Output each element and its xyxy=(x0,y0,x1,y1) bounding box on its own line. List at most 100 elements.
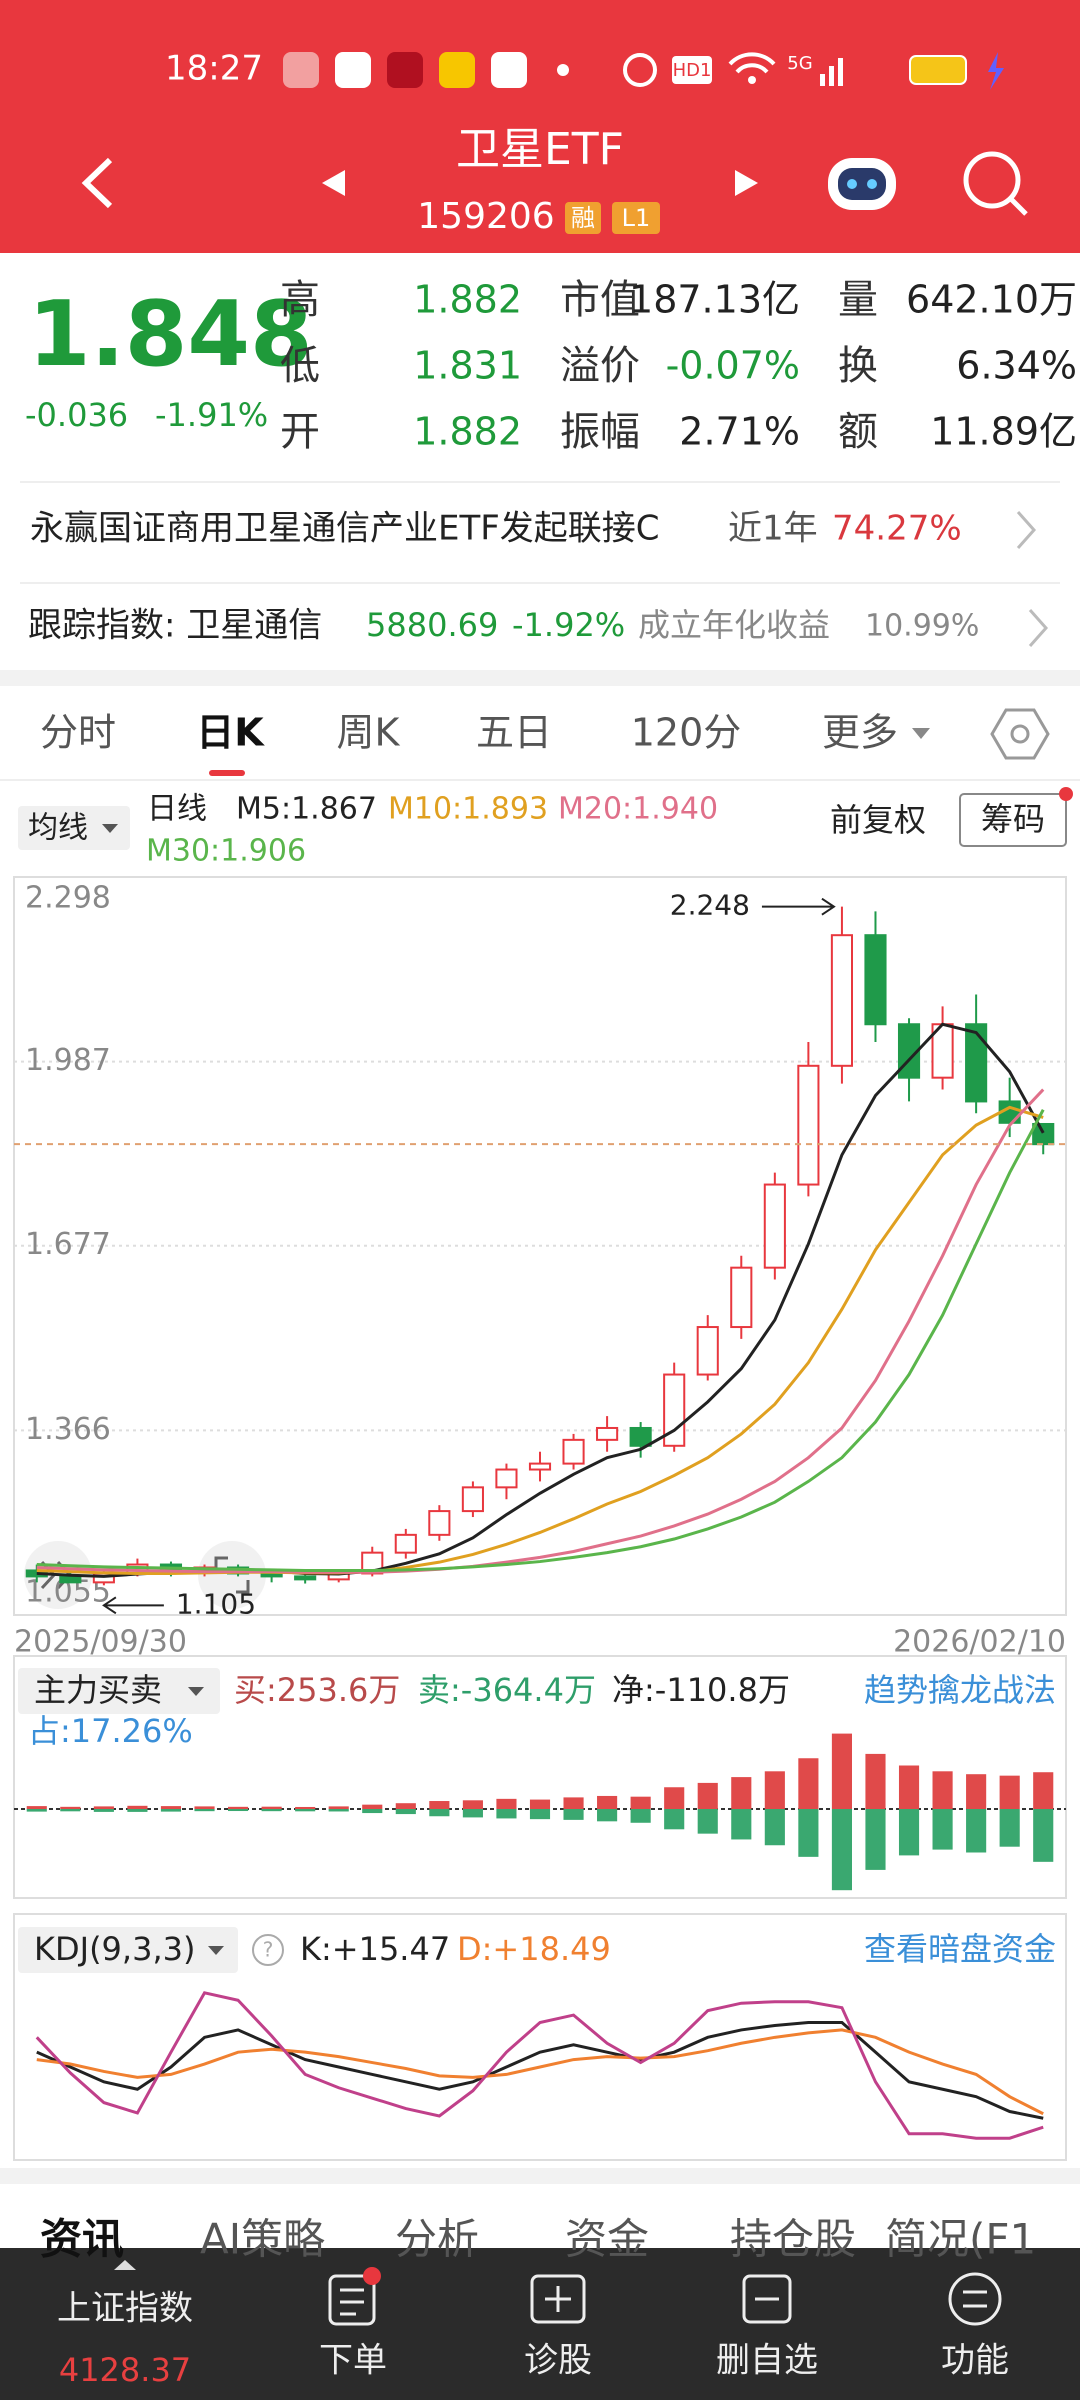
caret xyxy=(102,824,118,833)
bottom-tab[interactable]: 资金 xyxy=(565,2215,649,2264)
line xyxy=(36,1088,1045,1574)
adjust[interactable]: 前复权 xyxy=(830,801,926,839)
nav-item[interactable]: 删自选 xyxy=(716,2341,818,2381)
nav-index-name[interactable]: 上证指数 xyxy=(57,2289,193,2329)
flow-bar xyxy=(462,1800,483,1809)
candle-body xyxy=(763,1183,786,1269)
bottom-tab[interactable]: 简况(F1 xyxy=(885,2215,1036,2264)
kdj-select-bg[interactable] xyxy=(18,1927,238,1973)
y-tick-label: 2.298 xyxy=(25,881,111,916)
chevron[interactable] xyxy=(1028,609,1049,647)
bottom-tab[interactable]: AI策略 xyxy=(200,2215,325,2264)
flow-bar xyxy=(664,1787,685,1809)
flow-bar xyxy=(429,1801,450,1809)
candle-body xyxy=(629,1426,652,1447)
flow-bar xyxy=(395,1809,416,1815)
ma-legend: M30:1.906 xyxy=(146,834,306,869)
candle-body xyxy=(696,1326,719,1376)
flow-bar xyxy=(731,1777,752,1809)
stat-value: 11.89亿 xyxy=(930,410,1077,454)
prev[interactable] xyxy=(322,170,345,196)
flow-bar xyxy=(462,1809,483,1818)
tab[interactable]: 分时 xyxy=(40,711,116,755)
flow-bar xyxy=(597,1809,618,1822)
flow-bar xyxy=(831,1809,852,1891)
flow-bar xyxy=(798,1809,819,1857)
max-label: 2.248 xyxy=(670,889,750,922)
tab[interactable]: 更多 xyxy=(822,711,898,755)
stat-label: 额 xyxy=(838,409,878,455)
nav-index-value: 4128.37 xyxy=(59,2351,191,2389)
candle-body xyxy=(294,1575,317,1581)
kdj-link[interactable]: 查看暗盘资金 xyxy=(864,1930,1056,1968)
tab[interactable]: 五日 xyxy=(476,711,552,755)
arrow xyxy=(761,897,836,916)
stat-label: 高 xyxy=(280,277,320,323)
flow-frame xyxy=(13,1655,1067,1899)
nav-item[interactable]: 下单 xyxy=(319,2341,387,2381)
ma-select-bg[interactable] xyxy=(18,806,130,850)
bottom-tab[interactable]: 资讯 xyxy=(40,2215,124,2264)
y-tick-label: 1.677 xyxy=(25,1227,111,1262)
caret xyxy=(208,1946,224,1955)
search[interactable] xyxy=(963,151,1028,216)
back[interactable] xyxy=(81,157,113,209)
flow-bar xyxy=(295,1806,316,1809)
flow-bar xyxy=(731,1809,752,1840)
price: 1.848 xyxy=(28,282,313,387)
flow-select-bg[interactable] xyxy=(18,1668,220,1714)
candle-body xyxy=(428,1510,451,1536)
bottom-tab[interactable]: 持仓股 xyxy=(730,2215,856,2264)
annual: 10.99% xyxy=(865,609,979,644)
code: 159206 xyxy=(417,196,554,237)
stat-label: 换 xyxy=(838,343,878,389)
chevron[interactable] xyxy=(1016,511,1037,549)
header-bg xyxy=(0,0,1080,253)
bottom-tab[interactable]: 分析 xyxy=(395,2215,479,2264)
flow-bar xyxy=(697,1809,718,1834)
tab[interactable]: 120分 xyxy=(631,711,742,755)
badge-bg xyxy=(565,202,601,234)
index-change: -1.92% xyxy=(512,606,625,644)
line xyxy=(36,1105,1044,1575)
candle-body xyxy=(562,1438,585,1465)
tab[interactable]: 日K xyxy=(196,711,265,755)
index-value: 5880.69 xyxy=(366,606,498,644)
flow-bar xyxy=(93,1806,114,1809)
ma-legend: M20:1.940 xyxy=(558,792,718,827)
settings[interactable] xyxy=(990,708,1050,760)
nav-item[interactable]: 诊股 xyxy=(524,2341,592,2381)
stat-label: 开 xyxy=(280,409,320,455)
flow-bar xyxy=(127,1809,148,1812)
y-tick-label: 1.366 xyxy=(25,1412,111,1447)
candle-body xyxy=(730,1266,753,1329)
chips-btn[interactable] xyxy=(959,793,1067,847)
stat-label: 溢价 xyxy=(560,343,640,389)
tab[interactable]: 周K xyxy=(337,711,401,755)
candle-body xyxy=(528,1462,552,1471)
candle-body xyxy=(864,934,887,1026)
flow-buy: 买:253.6万 xyxy=(234,1671,400,1709)
stat-value: 1.882 xyxy=(413,278,522,322)
flow-bar xyxy=(764,1809,785,1846)
flow-bar xyxy=(261,1806,282,1809)
ma-select: 均线 xyxy=(28,811,88,846)
flow-select: 主力买卖 xyxy=(34,1671,162,1709)
period: 日线 xyxy=(147,792,207,827)
kdj-select: KDJ(9,3,3) xyxy=(34,1930,195,1968)
robot[interactable] xyxy=(828,158,896,210)
stat-label: 低 xyxy=(280,343,320,389)
flow-bar xyxy=(429,1809,450,1817)
candle-body xyxy=(461,1486,484,1513)
flow-bar xyxy=(60,1809,81,1812)
help[interactable] xyxy=(252,1934,284,1966)
stat-value: 2.71% xyxy=(679,410,800,454)
next[interactable] xyxy=(735,170,758,196)
flow-link[interactable]: 趋势擒龙战法 xyxy=(864,1671,1056,1709)
stat-value: 642.10万 xyxy=(906,278,1077,322)
nav-item[interactable]: 功能 xyxy=(941,2341,1009,2381)
flow-bar xyxy=(362,1809,383,1814)
stat-value: 6.34% xyxy=(956,344,1077,388)
flow-bar xyxy=(60,1806,81,1809)
change: -0.036 xyxy=(25,396,128,434)
